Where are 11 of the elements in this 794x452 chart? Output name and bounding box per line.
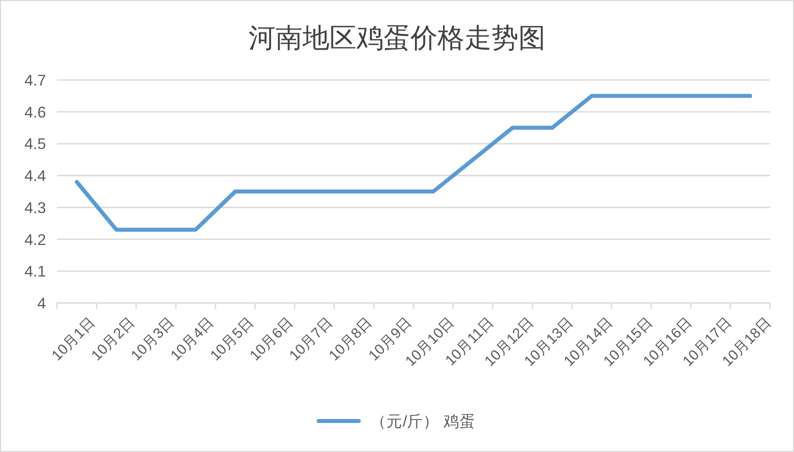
- y-tick-label: 4.5: [24, 136, 46, 154]
- legend: （元/斤） 鸡蛋: [316, 414, 476, 430]
- title: 河南地区鸡蛋价格走势图: [248, 23, 546, 54]
- y-tick-label: 4.2: [24, 232, 46, 249]
- y-tick-label: 4.6: [24, 104, 46, 122]
- y-tick-label: 4: [37, 296, 46, 312]
- y-tick-label: 4.7: [24, 72, 46, 90]
- legend-label: （元/斤） 鸡蛋: [370, 412, 476, 430]
- y-tick-label: 4.1: [24, 264, 46, 281]
- y-tick-label: 4.3: [24, 200, 46, 217]
- y-tick-label: 4.4: [24, 168, 46, 186]
